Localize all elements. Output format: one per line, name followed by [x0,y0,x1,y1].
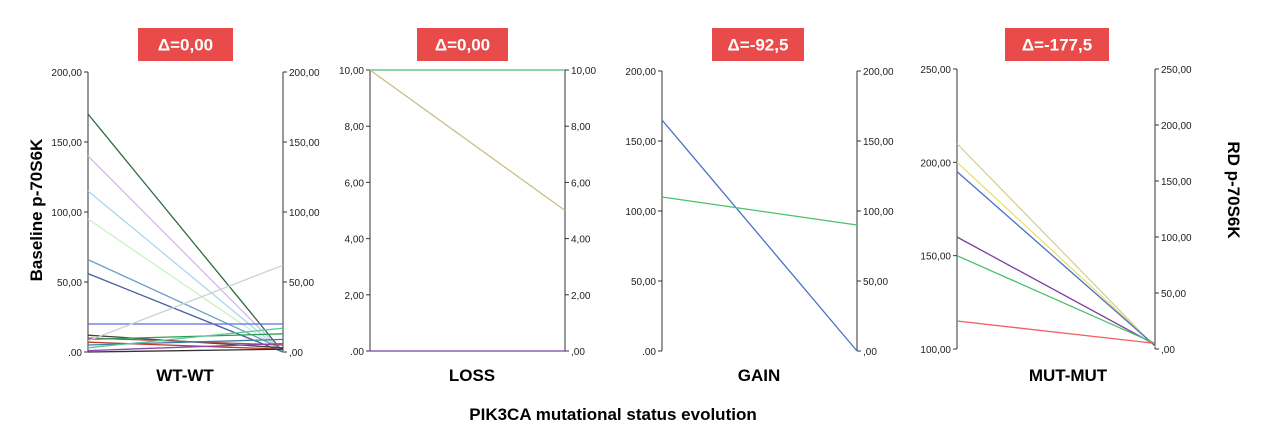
ylabel-left: Baseline p-70S6K [27,138,46,281]
right-tick-label: 6,00 [571,178,591,189]
right-tick-label: 4,00 [571,235,591,246]
right-tick-label: 200,00 [863,67,894,78]
right-tick-label: 100,00 [863,207,894,218]
delta-badge [138,28,233,61]
series-line-3 [87,190,284,353]
delta-label: Δ=-92,5 [728,36,789,55]
right-tick-label: ,00 [1161,345,1175,356]
series-line-6 [956,320,1156,345]
series-line-4 [956,236,1156,346]
right-tick-label: 150,00 [289,138,320,149]
left-tick-label: 50,00 [57,278,82,289]
left-tick-label: 4,00 [345,235,365,246]
x-axis-title: PIK3CA mutational status evolution [469,405,756,424]
right-tick-label: 250,00 [1161,65,1192,76]
right-tick-label: ,00 [289,348,303,359]
left-tick-label: 250,00 [920,65,951,76]
series-line-6 [87,272,284,353]
left-tick-label: 6,00 [345,178,365,189]
left-tick-label: .00 [642,347,656,358]
series-line-5 [87,259,284,350]
series-line-2 [369,69,566,212]
panel-title: WT-WT [156,366,214,385]
panel-gain: .00 50,00 100,00 150,00 200,00 ,00 50,00 100,00… [625,28,894,385]
left-tick-label: 100,00 [920,345,951,356]
panel-loss: .00 2,00 4,00 6,00 8,00 10,00 ,00 2,00 4,00 6,00 8… [339,28,596,385]
series-line-4 [87,218,284,353]
right-tick-label: 200,00 [1161,121,1192,132]
right-tick-label: 100,00 [289,208,320,219]
ylabel-right: RD p-70S6K [1224,141,1243,239]
panel-mut-mut: 100,00 150,00 200,00 250,00 ,00 50,00 100,00 15… [920,28,1192,385]
left-tick-label: .00 [68,348,82,359]
series-line-1 [661,119,858,352]
delta-label: Δ=0,00 [435,36,490,55]
right-tick-label: 50,00 [289,278,314,289]
left-tick-label: 2,00 [345,291,365,302]
left-tick-label: 150,00 [920,252,951,263]
left-tick-label: 50,00 [631,277,656,288]
panel-title: GAIN [738,366,781,385]
left-tick-label: 10,00 [339,66,364,77]
right-tick-label: 10,00 [571,66,596,77]
series-line-9 [87,337,284,346]
right-tick-label: 50,00 [1161,289,1186,300]
series-line-5 [956,255,1156,344]
series-line-13 [87,327,284,349]
left-tick-label: 8,00 [345,122,365,133]
series-line-1 [956,143,1156,348]
series-line-14 [87,342,284,352]
series-line-2 [87,155,284,353]
series-line-16 [87,264,284,342]
right-tick-label: ,00 [863,347,877,358]
series-line-10 [87,333,284,341]
delta-label: Δ=-177,5 [1022,36,1092,55]
series-line-2 [956,161,1156,347]
series-line-3 [956,171,1156,347]
right-tick-label: 200,00 [289,68,320,79]
left-tick-label: 150,00 [625,137,656,148]
right-tick-label: 2,00 [571,291,591,302]
left-tick-label: .00 [350,347,364,358]
delta-badge [417,28,508,61]
left-tick-label: 100,00 [625,207,656,218]
left-tick-label: 200,00 [625,67,656,78]
left-tick-label: 200,00 [920,158,951,169]
series-line-15 [87,348,284,353]
left-tick-label: 200,00 [51,68,82,79]
delta-label: Δ=0,00 [158,36,213,55]
series-line-2 [661,196,858,226]
right-tick-label: 50,00 [863,277,888,288]
left-tick-label: 100,00 [51,208,82,219]
right-tick-label: 150,00 [863,137,894,148]
panels: .0050,00100,00150,00200,00,0050,00100,00… [51,28,1192,385]
right-tick-label: 8,00 [571,122,591,133]
panel-title: MUT-MUT [1029,366,1108,385]
delta-badge [712,28,804,61]
series-line-1 [87,113,284,353]
right-tick-label: ,00 [571,347,585,358]
right-tick-label: 150,00 [1161,177,1192,188]
right-tick-label: 100,00 [1161,233,1192,244]
delta-badge [1005,28,1109,61]
series-line-11 [87,341,284,350]
panel-wt-wt: .00 50,00 100,00 150,00 200,00 ,00 50,00 100,00… [51,28,320,385]
left-tick-label: 150,00 [51,138,82,149]
panel-title: LOSS [449,366,495,385]
